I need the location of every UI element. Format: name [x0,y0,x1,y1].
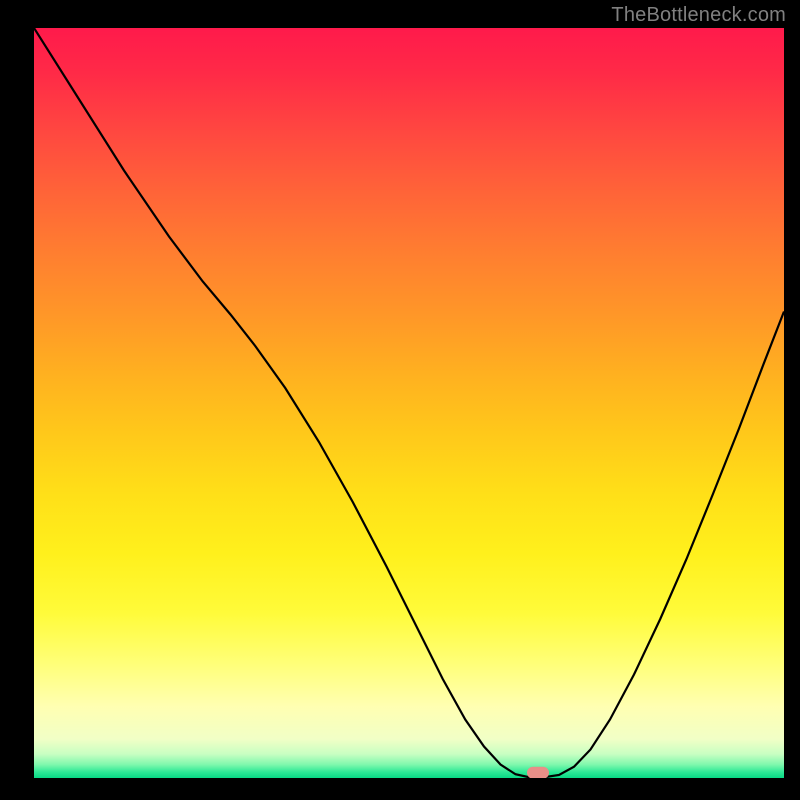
frame-border-bottom [0,778,800,800]
optimal-marker [527,767,549,779]
watermark-text: TheBottleneck.com [611,4,786,27]
frame-border-left [0,0,34,800]
frame-border-right [784,0,800,800]
bottleneck-chart [0,0,800,800]
plot-background [34,28,784,778]
chart-stage: TheBottleneck.com [0,0,800,800]
